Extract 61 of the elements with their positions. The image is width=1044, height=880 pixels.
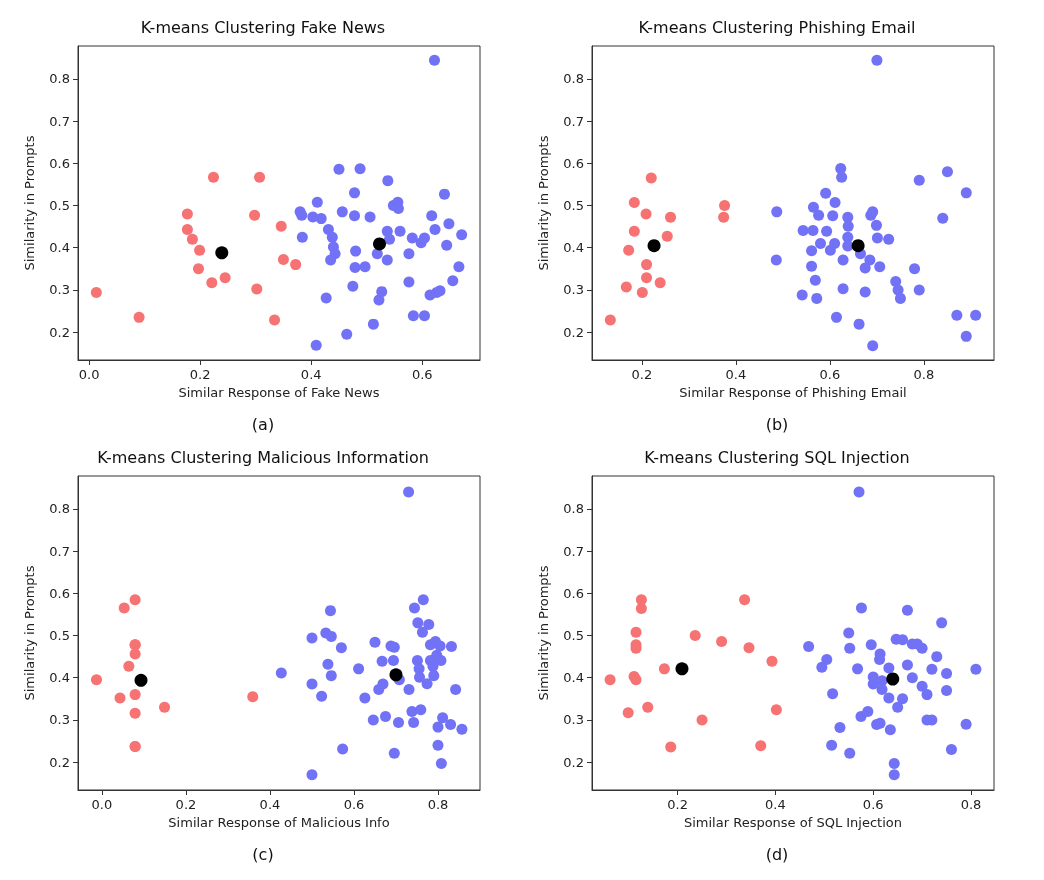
y-tick-label: 0.3	[563, 712, 584, 728]
x-tick-label: 0.8	[913, 367, 935, 382]
y-tick-label: 0.3	[49, 712, 70, 728]
y-tick-label: 0.8	[563, 501, 584, 517]
x-tick-label: 0.6	[411, 367, 433, 382]
y-tick-label: 0.2	[49, 754, 70, 770]
x-axis-title: Similar Response of Fake News	[178, 385, 380, 400]
x-axis-title: Similar Response of SQL Injection	[683, 815, 903, 830]
y-tick-label: 0.6	[563, 155, 584, 171]
x-tick-label: 0.2	[175, 797, 197, 812]
x-axis-title: Similar Response of Malicious Info	[168, 815, 390, 830]
x-tick-label: 0.6	[819, 367, 841, 382]
y-axis-title: Similarity in Prompts	[22, 565, 37, 701]
text: (b)	[765, 414, 789, 434]
x-tick-label: 0.4	[259, 797, 281, 812]
y-tick-label: 0.5	[49, 628, 70, 644]
y-tick-label: 0.4	[49, 240, 70, 256]
y-tick-label: 0.5	[49, 198, 70, 214]
x-tick-label: 0.6	[343, 797, 365, 812]
y-tick-label: 0.2	[563, 754, 584, 770]
y-tick-label: 0.8	[563, 71, 584, 87]
chart-title: K-means Clustering SQL Injection	[644, 447, 910, 467]
y-tick-label: 0.7	[563, 113, 584, 129]
y-tick-label: 0.4	[49, 670, 70, 686]
text: (c)	[252, 844, 274, 864]
y-tick-label: 0.4	[563, 670, 584, 686]
y-axis-title: Similarity in Prompts	[22, 135, 37, 271]
text: (a)	[251, 414, 275, 434]
x-axis-title: Similar Response of Phishing Email	[679, 385, 907, 400]
chart-title: K-means Clustering Malicious Information	[97, 447, 429, 467]
y-tick-label: 0.7	[49, 113, 70, 129]
x-tick-label: 0.8	[960, 797, 982, 812]
x-tick-label: 0.2	[667, 797, 688, 812]
x-tick-label: 0.8	[427, 797, 449, 812]
y-tick-label: 0.6	[49, 155, 70, 171]
x-tick-label: 0.2	[189, 367, 211, 382]
y-axis-title: Similarity in Prompts	[536, 135, 551, 271]
x-tick-label: 0.4	[725, 367, 747, 382]
y-tick-label: 0.2	[49, 324, 70, 340]
y-axis-title: Similarity in Prompts	[536, 565, 551, 701]
x-tick-label: 0.4	[300, 367, 322, 382]
x-tick-label: 0.4	[765, 797, 786, 812]
chart-title: K-means Clustering Fake News	[140, 17, 386, 37]
y-tick-label: 0.6	[49, 585, 70, 601]
y-tick-label: 0.6	[563, 585, 584, 601]
y-tick-label: 0.7	[563, 543, 584, 559]
y-tick-label: 0.4	[563, 240, 584, 256]
chart-title: K-means Clustering Phishing Email	[638, 17, 916, 37]
x-tick-label: 0.0	[91, 797, 113, 812]
y-tick-label: 0.2	[563, 324, 584, 340]
x-tick-label: 0.0	[78, 367, 100, 382]
y-tick-label: 0.8	[49, 71, 70, 87]
y-tick-label: 0.3	[563, 282, 584, 298]
text: (d)	[765, 844, 789, 864]
x-tick-label: 0.2	[631, 367, 653, 382]
y-tick-label: 0.3	[49, 282, 70, 298]
y-tick-label: 0.5	[563, 628, 584, 644]
y-tick-label: 0.8	[49, 501, 70, 517]
y-tick-label: 0.5	[563, 198, 584, 214]
y-tick-label: 0.7	[49, 543, 70, 559]
x-tick-label: 0.6	[862, 797, 884, 812]
